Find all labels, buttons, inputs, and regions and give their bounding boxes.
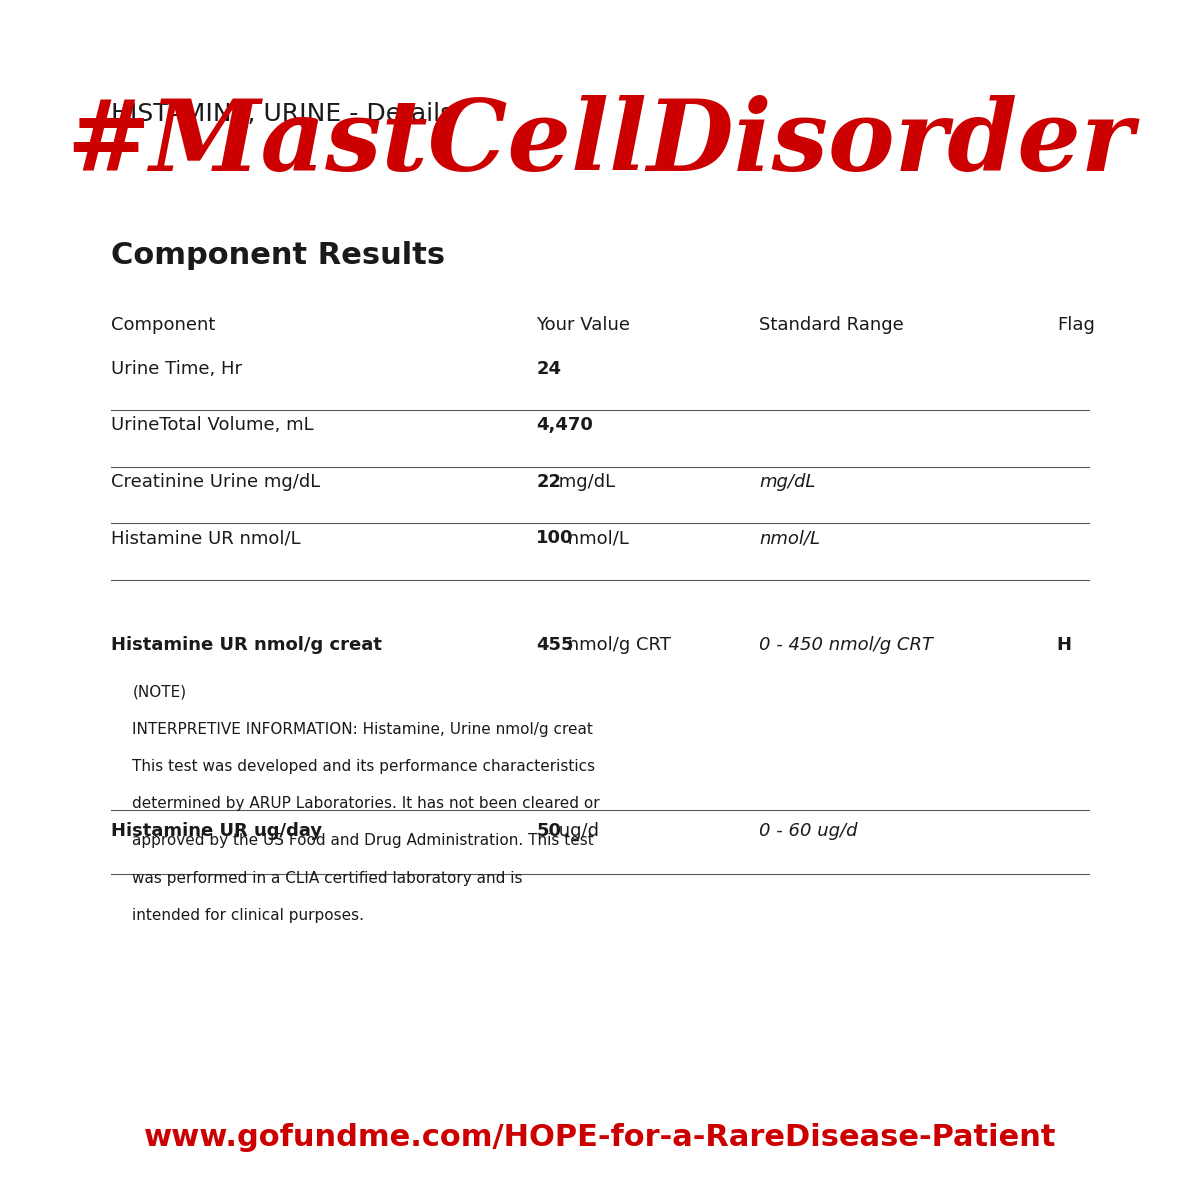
Text: nmol/g CRT: nmol/g CRT (562, 636, 671, 654)
Text: Component Results: Component Results (112, 241, 445, 270)
Text: 100: 100 (536, 529, 574, 547)
Text: 24: 24 (536, 360, 562, 378)
Text: nmol/L: nmol/L (562, 529, 629, 547)
Text: intended for clinical purposes.: intended for clinical purposes. (132, 907, 365, 923)
Text: approved by the US Food and Drug Administration. This test: approved by the US Food and Drug Adminis… (132, 833, 594, 848)
Text: 4,470: 4,470 (536, 416, 593, 434)
Text: Component: Component (112, 316, 216, 334)
Text: UrineTotal Volume, mL: UrineTotal Volume, mL (112, 416, 314, 434)
Text: mg/dL: mg/dL (760, 473, 816, 491)
Text: nmol/L: nmol/L (760, 529, 821, 547)
Text: 50: 50 (536, 822, 562, 840)
Text: Standard Range: Standard Range (760, 316, 904, 334)
Text: Histamine UR nmol/g creat: Histamine UR nmol/g creat (112, 636, 382, 654)
Text: ug/d: ug/d (553, 822, 599, 840)
Text: (NOTE): (NOTE) (132, 684, 187, 700)
Text: www.gofundme.com/HOPE-for-a-RareDisease-Patient: www.gofundme.com/HOPE-for-a-RareDisease-… (144, 1123, 1056, 1152)
Text: Histamine UR nmol/L: Histamine UR nmol/L (112, 529, 301, 547)
Text: 455: 455 (536, 636, 574, 654)
Text: #MastCellDisorder: #MastCellDisorder (66, 96, 1134, 192)
Text: This test was developed and its performance characteristics: This test was developed and its performa… (132, 758, 595, 774)
Text: was performed in a CLIA certified laboratory and is: was performed in a CLIA certified labora… (132, 871, 523, 886)
Text: HISTAMINE, URINE - Details: HISTAMINE, URINE - Details (112, 102, 454, 126)
Text: 0 - 60 ug/d: 0 - 60 ug/d (760, 822, 858, 840)
Text: Creatinine Urine mg/dL: Creatinine Urine mg/dL (112, 473, 320, 491)
Text: 0 - 450 nmol/g CRT: 0 - 450 nmol/g CRT (760, 636, 934, 654)
Text: INTERPRETIVE INFORMATION: Histamine, Urine nmol/g creat: INTERPRETIVE INFORMATION: Histamine, Uri… (132, 721, 593, 737)
Text: Histamine UR ug/day: Histamine UR ug/day (112, 822, 323, 840)
Text: Flag: Flag (1057, 316, 1094, 334)
Text: mg/dL: mg/dL (553, 473, 616, 491)
Text: Urine Time, Hr: Urine Time, Hr (112, 360, 242, 378)
Text: Your Value: Your Value (536, 316, 630, 334)
Text: H: H (1057, 636, 1072, 654)
Text: 22: 22 (536, 473, 562, 491)
Text: determined by ARUP Laboratories. It has not been cleared or: determined by ARUP Laboratories. It has … (132, 797, 600, 811)
